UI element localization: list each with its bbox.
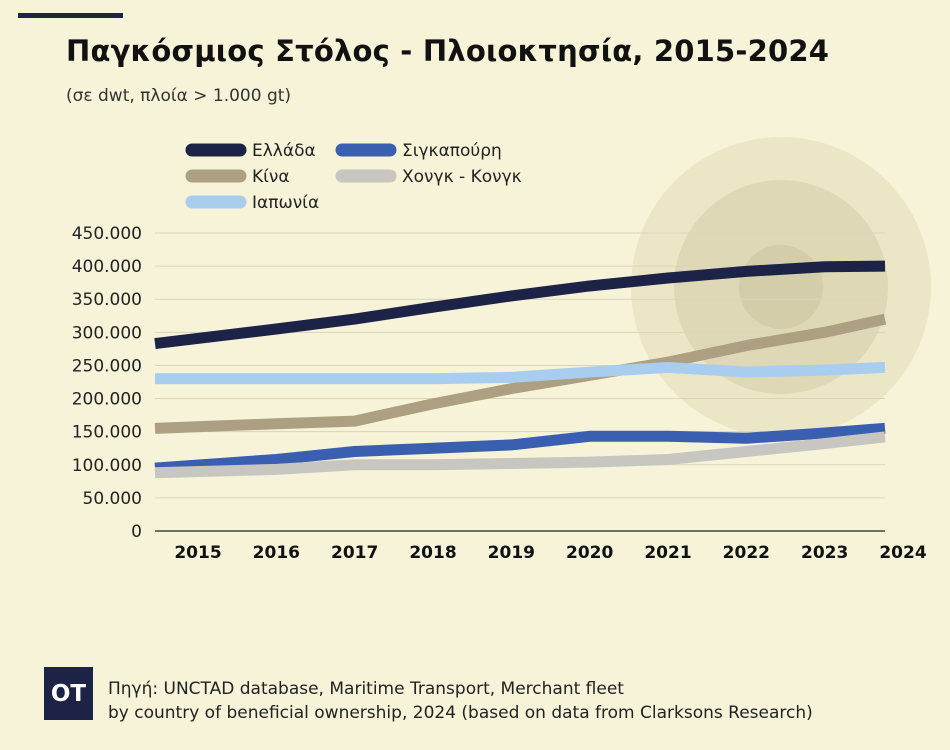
top-accent-bar — [18, 13, 123, 18]
x-axis: 2015 2016 2017 2018 2019 2020 2021 2022 2023 2024 — [174, 543, 926, 563]
legend-label: Ιαπωνία — [252, 193, 319, 213]
y-tick-label: 450.000 — [72, 224, 142, 244]
logo-text: OT — [50, 680, 87, 707]
y-tick-label: 150.000 — [72, 423, 142, 443]
x-tick-label: 2020 — [566, 543, 613, 563]
legend-label: Χονγκ - Κονγκ — [402, 167, 522, 187]
x-tick-label: 2015 — [174, 543, 221, 563]
x-tick-label: 2022 — [723, 543, 770, 563]
legend-label: Κίνα — [252, 167, 290, 187]
brand-logo: OT — [44, 667, 93, 720]
x-tick-label: 2018 — [409, 543, 456, 563]
y-tick-label: 0 — [131, 522, 142, 542]
x-tick-label: 2016 — [253, 543, 300, 563]
series-lines — [154, 260, 887, 479]
y-axis: 0 50.000 100.000 150.000 200.000 250.000 300.0… — [72, 224, 142, 542]
source-note: Πηγή: UNCTAD database, Maritime Transpor… — [108, 677, 813, 725]
y-tick-label: 400.000 — [72, 257, 142, 277]
x-tick-label: 2023 — [801, 543, 848, 563]
series-line — [154, 260, 886, 350]
grid-lines — [155, 232, 885, 532]
series-line — [154, 313, 887, 434]
series-line — [154, 422, 886, 474]
series-line — [155, 361, 886, 385]
legend-label: Σιγκαπούρη — [402, 141, 502, 161]
chart-title: Παγκόσμιος Στόλος - Πλοιοκτησία, 2015-20… — [66, 34, 830, 68]
background-decoration — [631, 137, 931, 437]
y-tick-label: 350.000 — [72, 290, 142, 310]
x-tick-label: 2021 — [644, 543, 691, 563]
x-tick-label: 2017 — [331, 543, 378, 563]
chart-legend: Ελλάδα Σιγκαπούρη Κίνα Χονγκ - Κονγκ Ιαπωνία — [185, 141, 522, 213]
chart-subtitle: (σε dwt, πλοία > 1.000 gt) — [66, 86, 292, 106]
series-line — [154, 431, 886, 479]
source-line-2: by country of beneficial ownership, 2024… — [108, 703, 813, 723]
y-tick-label: 50.000 — [83, 489, 142, 509]
y-tick-label: 300.000 — [72, 323, 142, 343]
x-tick-label: 2024 — [879, 543, 926, 563]
x-tick-label: 2019 — [488, 543, 535, 563]
y-tick-label: 100.000 — [72, 456, 142, 476]
y-tick-label: 250.000 — [72, 356, 142, 376]
source-line-1: Πηγή: UNCTAD database, Maritime Transpor… — [108, 679, 624, 699]
y-tick-label: 200.000 — [72, 390, 142, 410]
legend-label: Ελλάδα — [252, 141, 316, 161]
